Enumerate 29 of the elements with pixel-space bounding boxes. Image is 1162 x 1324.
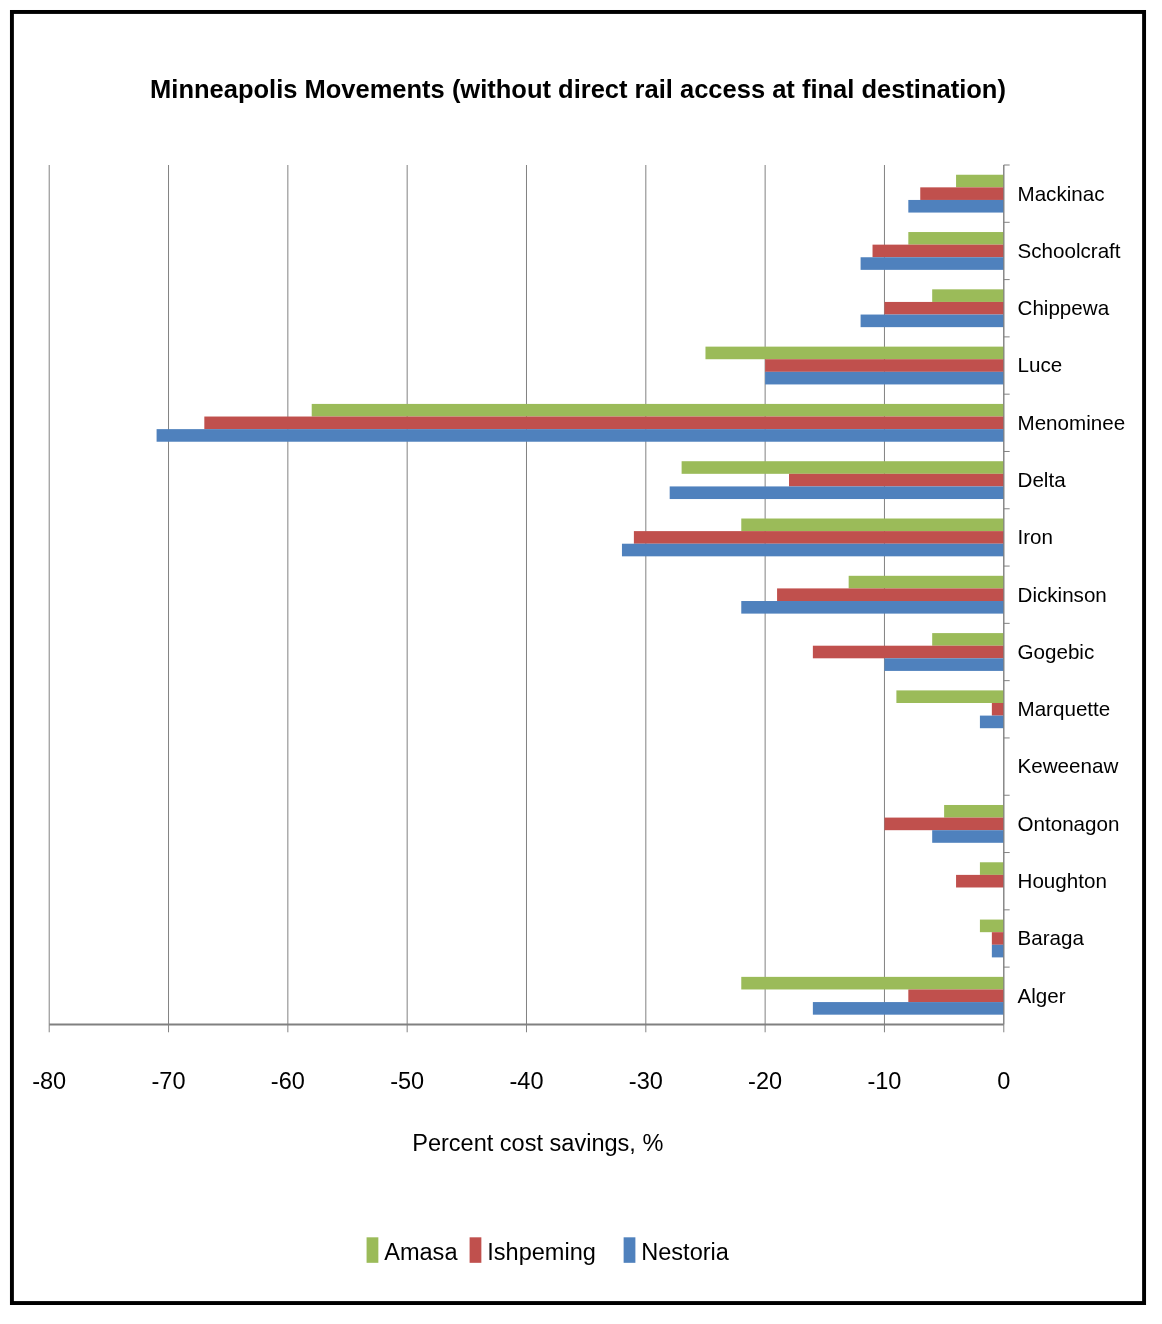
legend-label: Nestoria (641, 1238, 730, 1265)
y-tick-label: Keweenaw (1017, 754, 1119, 778)
y-tick-label: Baraga (1017, 926, 1085, 950)
y-tick-label: Alger (1017, 983, 1066, 1007)
y-tick-label: Iron (1017, 525, 1054, 549)
y-tick-label: Gogebic (1017, 639, 1095, 663)
legend-label: Amasa (384, 1238, 459, 1265)
x-tick-label: 0 (997, 1068, 1011, 1095)
y-tick-label: Houghton (1017, 869, 1107, 893)
y-tick-label: Marquette (1017, 697, 1111, 721)
x-axis-title: Percent cost savings, % (412, 1129, 664, 1156)
y-tick-label: Schoolcraft (1017, 238, 1121, 262)
y-tick-label: Luce (1017, 353, 1063, 377)
legend-label: Ishpeming (487, 1238, 596, 1265)
x-tick-label: -10 (867, 1068, 902, 1095)
x-tick-label: -20 (748, 1068, 783, 1095)
y-tick-label: Ontonagon (1017, 811, 1120, 835)
x-tick-label: -60 (270, 1068, 305, 1095)
y-tick-label: Delta (1017, 467, 1067, 491)
x-tick-label: -30 (628, 1068, 663, 1095)
x-tick-label: -40 (509, 1068, 544, 1095)
y-tick-label: Mackinac (1017, 181, 1105, 205)
x-tick-label: -80 (32, 1068, 67, 1095)
y-tick-label: Dickinson (1017, 582, 1107, 606)
chart-title: Minneapolis Movements (without direct rail access at final destination) (150, 75, 1006, 104)
x-tick-label: -50 (390, 1068, 425, 1095)
y-tick-label: Chippewa (1017, 296, 1110, 320)
y-tick-label: Menominee (1017, 410, 1126, 434)
x-tick-label: -70 (151, 1068, 186, 1095)
